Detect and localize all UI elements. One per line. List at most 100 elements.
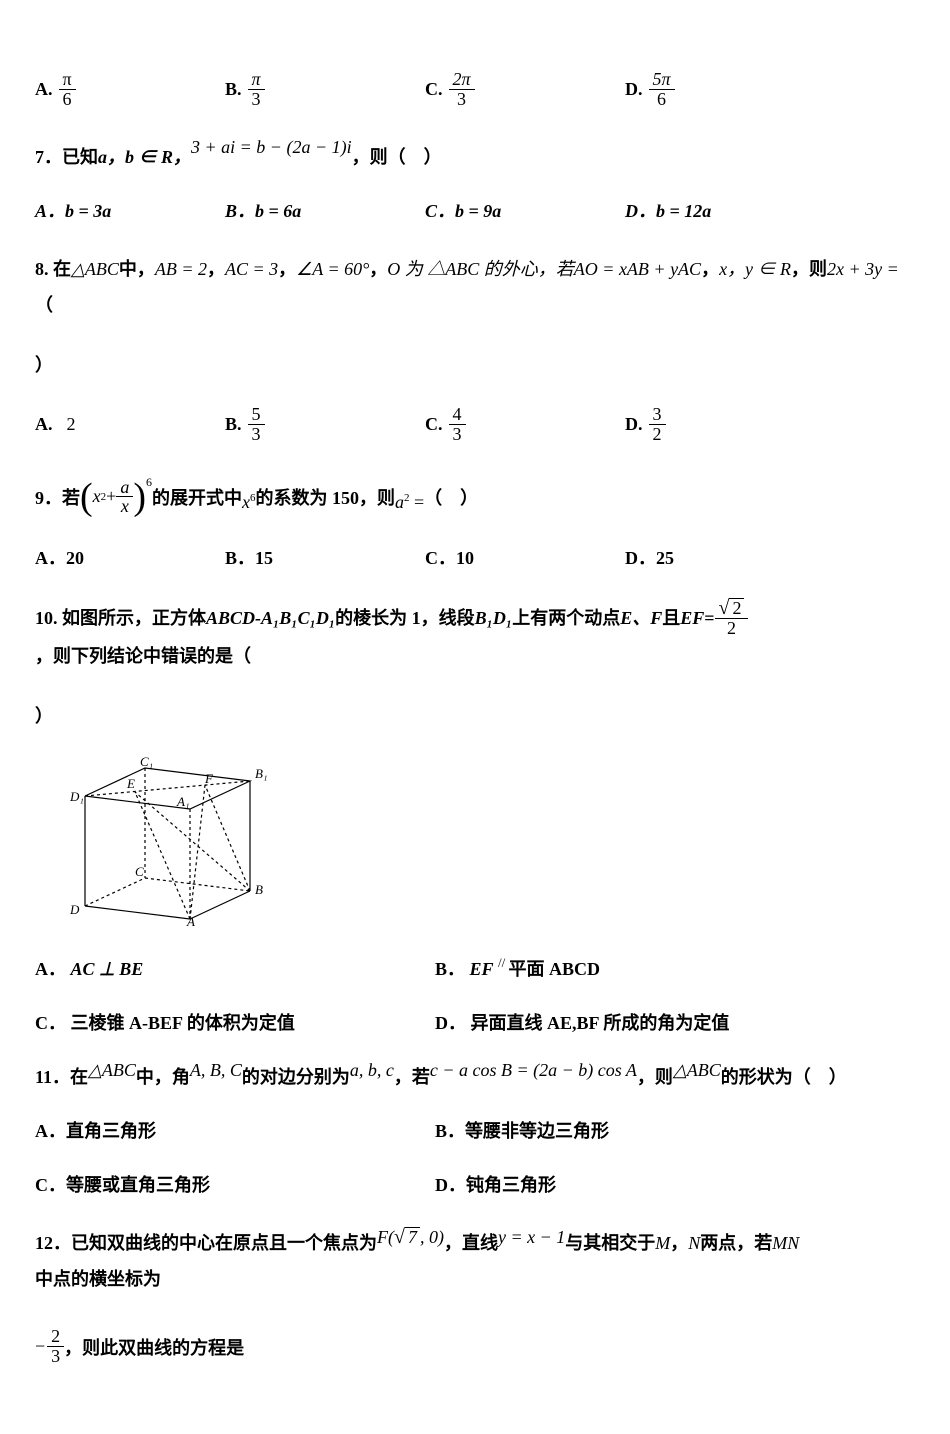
text: ，则 <box>791 251 827 287</box>
opt-label: B． <box>435 959 465 979</box>
opt-text: 平面 ABCD <box>509 959 601 979</box>
opt-text: 三棱锥 A-BEF 的体积为定值 <box>71 1013 295 1033</box>
value: 2 <box>67 414 76 435</box>
q11-opt-d: D．钝角三角形 <box>435 1171 915 1197</box>
text: 10. 如图所示，正方体 <box>35 600 206 636</box>
frac-num: π <box>248 70 265 90</box>
label-f: F <box>204 771 214 786</box>
q7-options: A．b = 3a B．b = 6a C．b = 9a D．b = 12a <box>35 197 915 223</box>
q10-opt-d: D． 异面直线 AE,BF 所成的角为定值 <box>435 1009 915 1035</box>
exp: 2 <box>404 492 410 504</box>
cube-figure: C₁ B₁ D₁ A₁ E F C B D A <box>65 756 915 931</box>
minus-sign: − <box>35 1336 45 1357</box>
q12-stem-2: − 2 3 ，则此双曲线的方程是 <box>35 1327 915 1366</box>
frac-den: x <box>117 497 133 516</box>
opt-label: A． <box>35 959 66 979</box>
ac: AC = 3 <box>225 251 278 287</box>
eq: = <box>414 492 424 512</box>
text: ，则（ ） <box>352 143 442 169</box>
segment-mn: MN <box>772 1225 799 1261</box>
text: 上有两个动点 <box>512 600 620 636</box>
text: 与其相交于 <box>565 1225 655 1261</box>
text: ， <box>670 1225 688 1261</box>
text: 9．若 <box>35 484 80 510</box>
tail: ，则此双曲线的方程是 <box>64 1334 244 1360</box>
opt-label: C. <box>425 79 443 100</box>
text: 8. 在 <box>35 251 71 287</box>
text: 中，角 <box>136 1063 190 1089</box>
opt-label: D. <box>625 414 643 435</box>
label-a1: A₁ <box>176 794 189 809</box>
q10-opts-row2: C． 三棱锥 A-BEF 的体积为定值 D． 异面直线 AE,BF 所成的角为定… <box>35 1009 915 1035</box>
q6-opt-d: D. 5π 6 <box>625 70 675 109</box>
text: 的对边分别为 <box>242 1063 350 1089</box>
q8-stem-close: ） <box>35 351 915 377</box>
q10-opts-row1: A． AC ⊥ BE B． EF // 平面 ABCD <box>35 955 915 981</box>
text: 的系数为 150，则 <box>255 484 395 510</box>
opt-text: 异面直线 AE,BF 所成的角为定值 <box>471 1013 730 1033</box>
xy: x，y ∈ R <box>719 251 791 287</box>
frac-den: 3 <box>449 425 466 444</box>
opt-label: D． <box>435 1013 466 1033</box>
frac-num: π <box>59 70 76 90</box>
frac-den: 3 <box>453 90 470 109</box>
q6-options: A. π 6 B. π 3 C. 2π 3 D. 5π 6 <box>35 70 915 109</box>
frac-den: 3 <box>47 1347 64 1366</box>
x: x <box>93 486 101 507</box>
q8-opt-b: B. 5 3 <box>225 405 425 444</box>
close-paren: ） <box>35 351 53 377</box>
label-d: D <box>69 902 80 917</box>
text: 11．在 <box>35 1063 88 1089</box>
text: ，则 <box>637 1063 673 1089</box>
point-m: M <box>655 1225 670 1261</box>
triangle: △ABC <box>71 251 119 287</box>
ef: EF <box>470 959 494 979</box>
point-n: N <box>688 1225 700 1261</box>
exp: 6 <box>250 492 256 504</box>
ef-points: E、F <box>620 600 662 636</box>
label-c: C <box>135 864 144 879</box>
frac-num: 3 <box>649 405 666 425</box>
frac-num: 5 <box>248 405 265 425</box>
q6-opt-c: C. 2π 3 <box>425 70 625 109</box>
equation: 3 + ai = b − (2a − 1)i <box>191 137 352 158</box>
q9-stem: 9．若 ( x 2 + a x ) 6 的展开式中 x6 的系数为 150，则 … <box>35 478 915 517</box>
q8-opt-a: A. 2 <box>35 414 225 435</box>
opt-text: AC ⊥ BE <box>71 959 144 979</box>
plus: + <box>106 486 116 507</box>
ef-label: EF <box>680 600 704 636</box>
text: 的棱长为 1，线段 <box>335 600 475 636</box>
text: 的展开式中 <box>152 484 242 510</box>
q9-opt-a: A．20 <box>35 544 225 570</box>
q11-opt-c: C．等腰或直角三角形 <box>35 1171 435 1197</box>
opt-label: A. <box>35 79 53 100</box>
text: 两点，若 <box>700 1225 772 1261</box>
label-e: E <box>126 776 135 791</box>
cube-name: ABCD-A₁B₁C₁D₁ <box>206 600 335 636</box>
opt-label: A. <box>35 414 53 435</box>
cube-svg: C₁ B₁ D₁ A₁ E F C B D A <box>65 756 275 926</box>
text: 中， <box>119 251 155 287</box>
frac-den: 6 <box>653 90 670 109</box>
q11-opt-a: A．直角三角形 <box>35 1117 435 1143</box>
opt-label: B. <box>225 414 242 435</box>
q6-opt-a: A. π 6 <box>35 70 225 109</box>
frac-num: a <box>116 478 133 498</box>
expr: 2x + 3y = <box>827 251 899 287</box>
parallel-icon: // <box>498 955 508 970</box>
tail: ，则下列结论中错误的是（ <box>35 638 251 674</box>
q10-stem-close: ） <box>35 702 915 728</box>
q9-opt-b: B．15 <box>225 544 425 570</box>
text: ， <box>207 251 225 287</box>
opt-label: C． <box>35 1013 66 1033</box>
frac-den: 6 <box>59 90 76 109</box>
q9-opt-c: C．10 <box>425 544 625 570</box>
q8-options: A. 2 B. 5 3 C. 4 3 D. 3 2 <box>35 405 915 444</box>
text: ， <box>369 251 387 287</box>
opt-label: D. <box>625 79 643 100</box>
text: （ <box>35 287 53 323</box>
q11-opts-row1: A．直角三角形 B．等腰非等边三角形 <box>35 1117 915 1143</box>
q6-opt-b: B. π 3 <box>225 70 425 109</box>
q9-opt-d: D．25 <box>625 544 674 570</box>
frac-num: 2π <box>449 70 475 90</box>
